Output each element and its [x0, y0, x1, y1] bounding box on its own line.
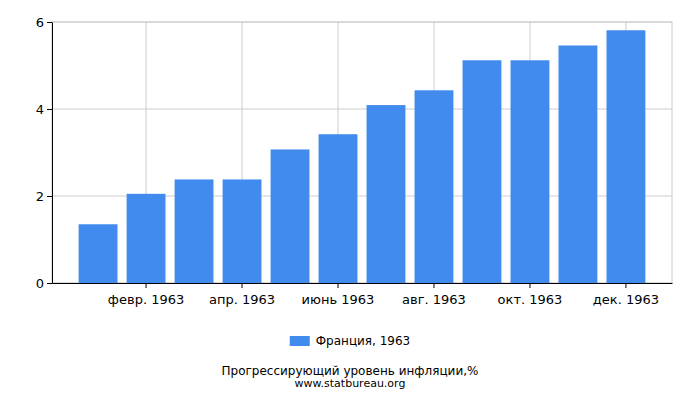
bar [559, 45, 598, 283]
tick-label: апр. 1963 [209, 292, 275, 307]
tick-mark [47, 109, 52, 110]
bar [271, 149, 310, 283]
bar [79, 224, 118, 283]
tick-mark [47, 22, 52, 23]
tick: февр. 1963 [108, 283, 184, 307]
tick: 4 [36, 102, 52, 117]
tick: 2 [36, 189, 52, 204]
tick-mark [47, 196, 52, 197]
tick: июнь 1963 [302, 283, 375, 307]
bar [127, 194, 166, 283]
tick-label: дек. 1963 [593, 292, 659, 307]
bar [223, 179, 262, 283]
title: Прогрессирующий уровень инфляции,% [222, 364, 479, 378]
bar [606, 30, 645, 283]
tick: окт. 1963 [498, 283, 563, 307]
bars [79, 30, 646, 283]
tick: дек. 1963 [593, 283, 659, 307]
grid [52, 22, 672, 283]
tick-label: 6 [36, 15, 44, 30]
bar [319, 134, 358, 283]
bar [511, 60, 550, 283]
bar [463, 60, 502, 283]
tick-mark [433, 283, 434, 288]
tick-label: 0 [36, 276, 44, 291]
bar [175, 179, 214, 283]
plot-frame [52, 22, 672, 283]
axis-line [53, 283, 673, 284]
tick-label: февр. 1963 [108, 292, 184, 307]
tick-label: 2 [36, 189, 44, 204]
bar [367, 105, 406, 283]
tick-mark [242, 283, 243, 288]
tick: апр. 1963 [209, 283, 275, 307]
axis-line [52, 23, 53, 284]
y-axis: 0 2 4 6 [36, 15, 53, 291]
tick: авг. 1963 [402, 283, 466, 307]
tick: 0 [36, 276, 52, 291]
x-axis: февр. 1963 апр. 1963 июнь 1963 авг. 1963 окт… [53, 283, 673, 307]
bar [415, 90, 454, 283]
legend-swatch [290, 336, 310, 346]
tick-mark [625, 283, 626, 288]
tick-label: авг. 1963 [402, 292, 466, 307]
tick-label: июнь 1963 [302, 292, 375, 307]
grid-line [52, 22, 672, 23]
tick-mark [146, 283, 147, 288]
tick-label: 4 [36, 102, 44, 117]
chart: 0 2 4 6 февр. 1963 апр. 1963 июнь 1963 авг. 196… [0, 0, 700, 400]
tick-mark [338, 283, 339, 288]
legend: Франция, 1963 [290, 334, 411, 348]
subtitle: www.statbureau.org [295, 377, 406, 390]
legend-label: Франция, 1963 [316, 334, 411, 348]
tick: 6 [36, 15, 52, 30]
tick-mark [47, 283, 52, 284]
tick-mark [529, 283, 530, 288]
tick-label: окт. 1963 [498, 292, 563, 307]
